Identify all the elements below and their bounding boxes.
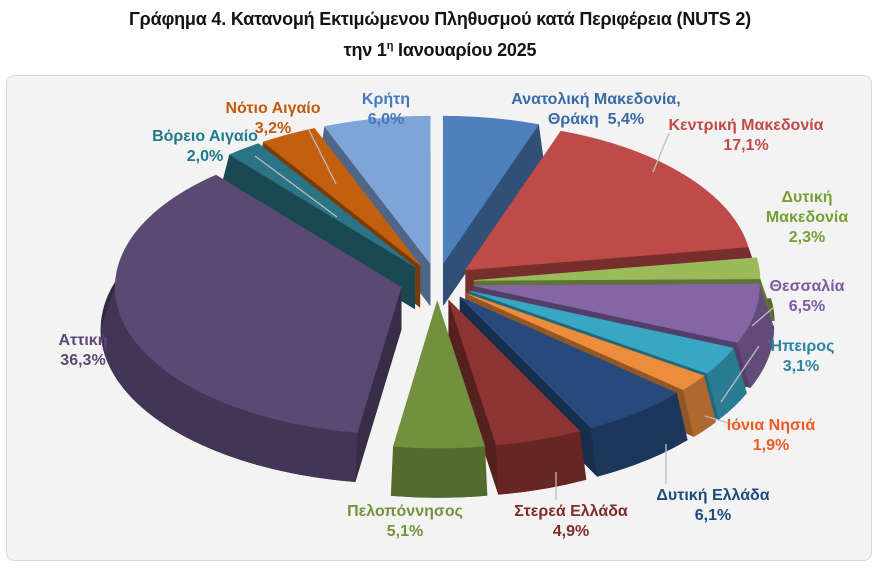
slice-top [469, 290, 734, 374]
chart-title-line2: την 1η Ιανουαρίου 2025 [343, 40, 537, 60]
chart-panel: Ανατολική Μακεδονία, Θράκη 5,4% Κεντρική Μ… [6, 75, 872, 561]
pie-slice-attiki [100, 174, 402, 483]
leader-line-thessalia [751, 306, 775, 327]
slice-top [459, 296, 677, 429]
leader-line-voreio-aigaio [254, 155, 338, 218]
slice-top [324, 115, 431, 264]
chart-title: Γράφημα 4. Κατανομή Εκτιμώμενου Πληθυσμο… [0, 6, 880, 64]
leader-lines [254, 129, 775, 500]
leader-line-ipeiros [720, 345, 760, 403]
slice-top [263, 128, 421, 266]
slice-top [473, 283, 760, 343]
title-superscript: η [386, 40, 394, 52]
slice-top [473, 257, 761, 281]
slice-rim [390, 445, 488, 498]
chart-title-line1: Γράφημα 4. Κατανομή Εκτιμώμενου Πληθυσμο… [129, 9, 751, 29]
slice-top [466, 293, 705, 390]
pie-slice-peloponnisos [390, 300, 488, 498]
pie-slice-sterea-ellada [448, 299, 587, 495]
leader-line-ionia-nisia [704, 415, 743, 428]
slice-top [114, 174, 402, 433]
slice-top [393, 300, 485, 449]
slice-top [442, 115, 539, 264]
pie-chart-svg [100, 115, 775, 500]
leader-line-notio-aigaio [308, 129, 337, 185]
slice-top [465, 130, 749, 271]
slice-top [448, 299, 580, 446]
leader-line-kentriki-makedonia [652, 132, 670, 173]
